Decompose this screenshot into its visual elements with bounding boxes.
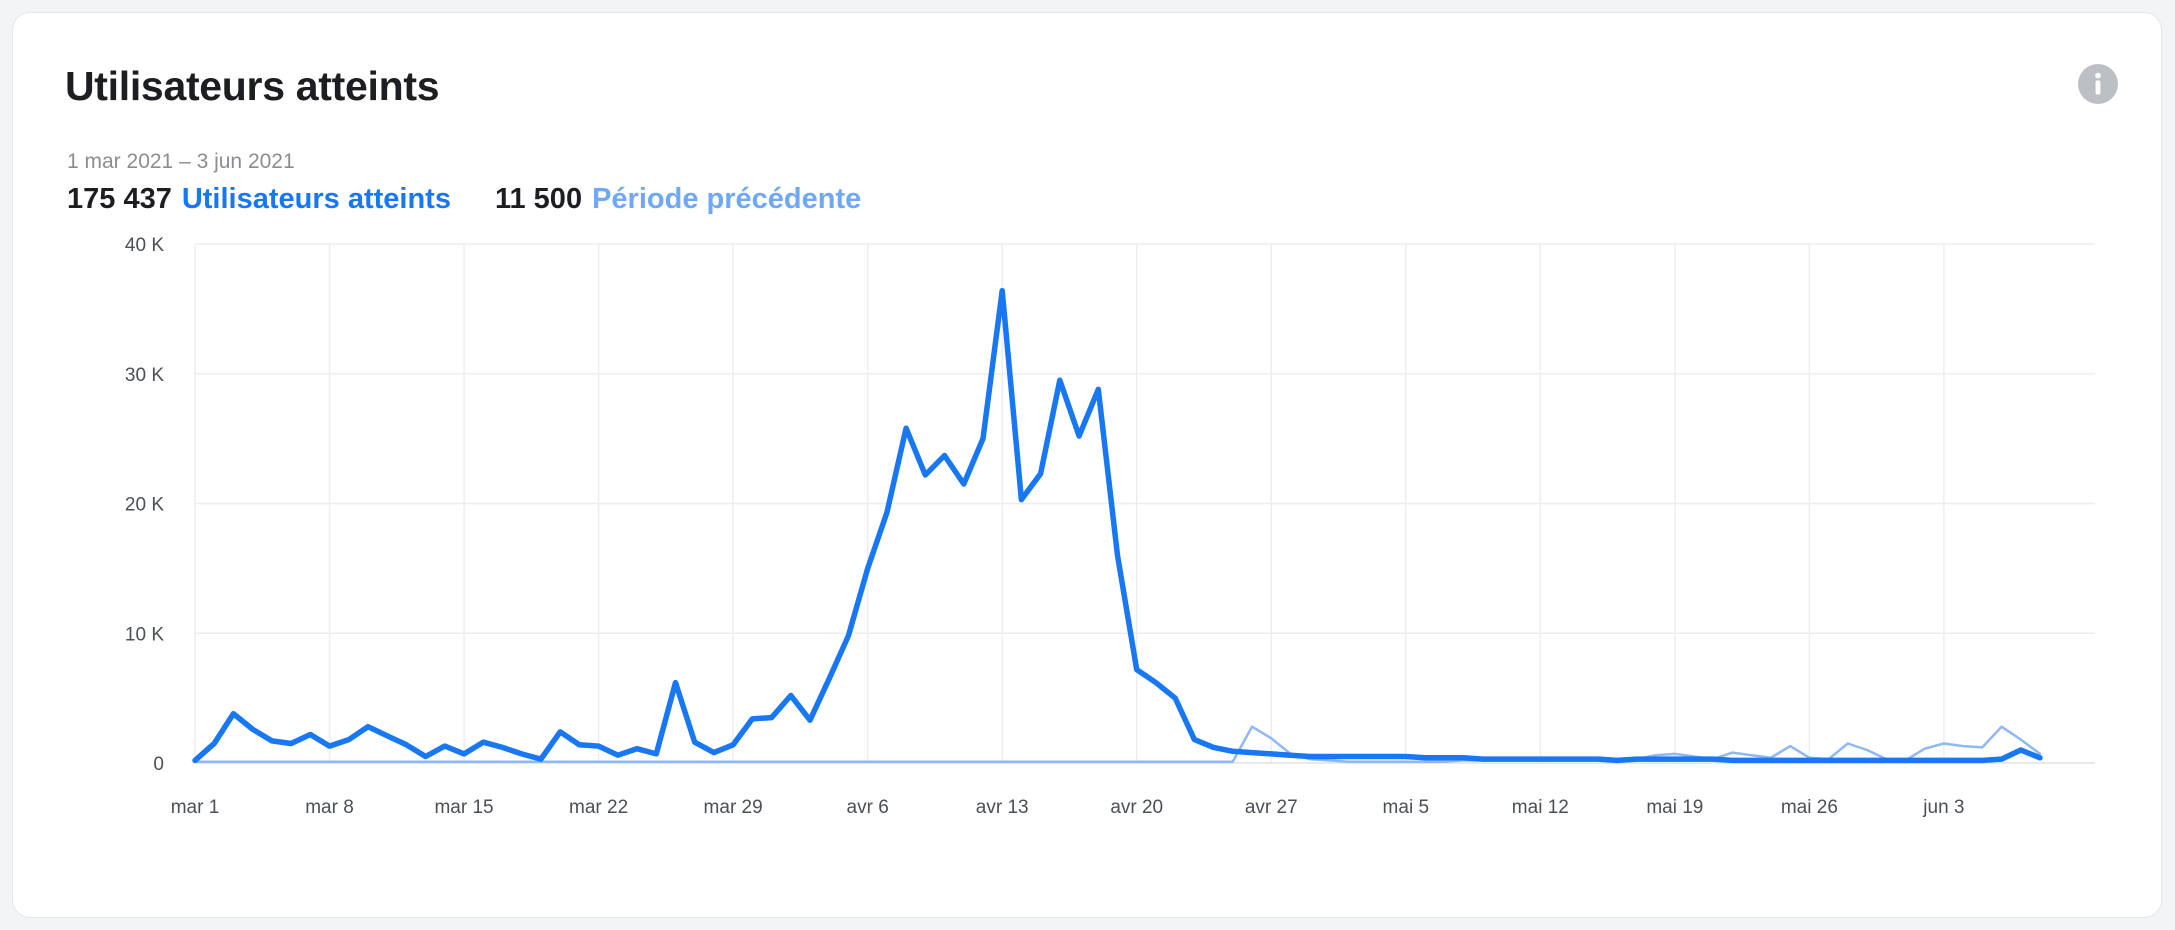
x-tick-label: jun 3: [1922, 797, 1964, 818]
x-tick-label: avr 6: [847, 797, 889, 818]
x-tick-label: mar 29: [704, 797, 763, 818]
x-tick-label: mai 5: [1383, 797, 1429, 818]
card-title: Utilisateurs atteints: [65, 63, 440, 109]
y-tick-label: 0: [153, 754, 164, 775]
x-tick-label: mar 8: [305, 797, 354, 818]
x-tick-label: mar 22: [569, 797, 628, 818]
previous-total: 11 500: [494, 183, 583, 215]
x-tick-label: avr 27: [1245, 797, 1298, 818]
current-label[interactable]: Utilisateurs atteints: [181, 183, 451, 215]
previous-label[interactable]: Période précédente: [592, 183, 862, 215]
x-tick-label: mar 1: [171, 797, 220, 818]
x-tick-label: mai 19: [1646, 797, 1703, 818]
info-icon[interactable]: [2077, 63, 2119, 105]
current-total: 175 437: [67, 183, 172, 215]
summary-row: 175 437 Utilisateurs atteints 11 500 Périod…: [67, 183, 861, 216]
y-tick-label: 20 K: [125, 495, 164, 516]
chart-card: Utilisateurs atteints 1 mar 2021 – 3 jun…: [12, 12, 2162, 918]
x-tick-label: avr 20: [1110, 797, 1163, 818]
x-tick-label: mar 15: [434, 797, 493, 818]
y-tick-label: 40 K: [125, 235, 164, 256]
y-tick-label: 10 K: [125, 624, 164, 645]
y-tick-label: 30 K: [125, 365, 164, 386]
date-range: 1 mar 2021 – 3 jun 2021: [67, 150, 295, 173]
series-line-previous[interactable]: [193, 725, 2042, 763]
x-tick-label: mai 12: [1512, 797, 1569, 818]
series-line-current[interactable]: [192, 287, 2043, 764]
x-tick-label: mai 26: [1781, 797, 1838, 818]
x-tick-label: avr 13: [976, 797, 1029, 818]
